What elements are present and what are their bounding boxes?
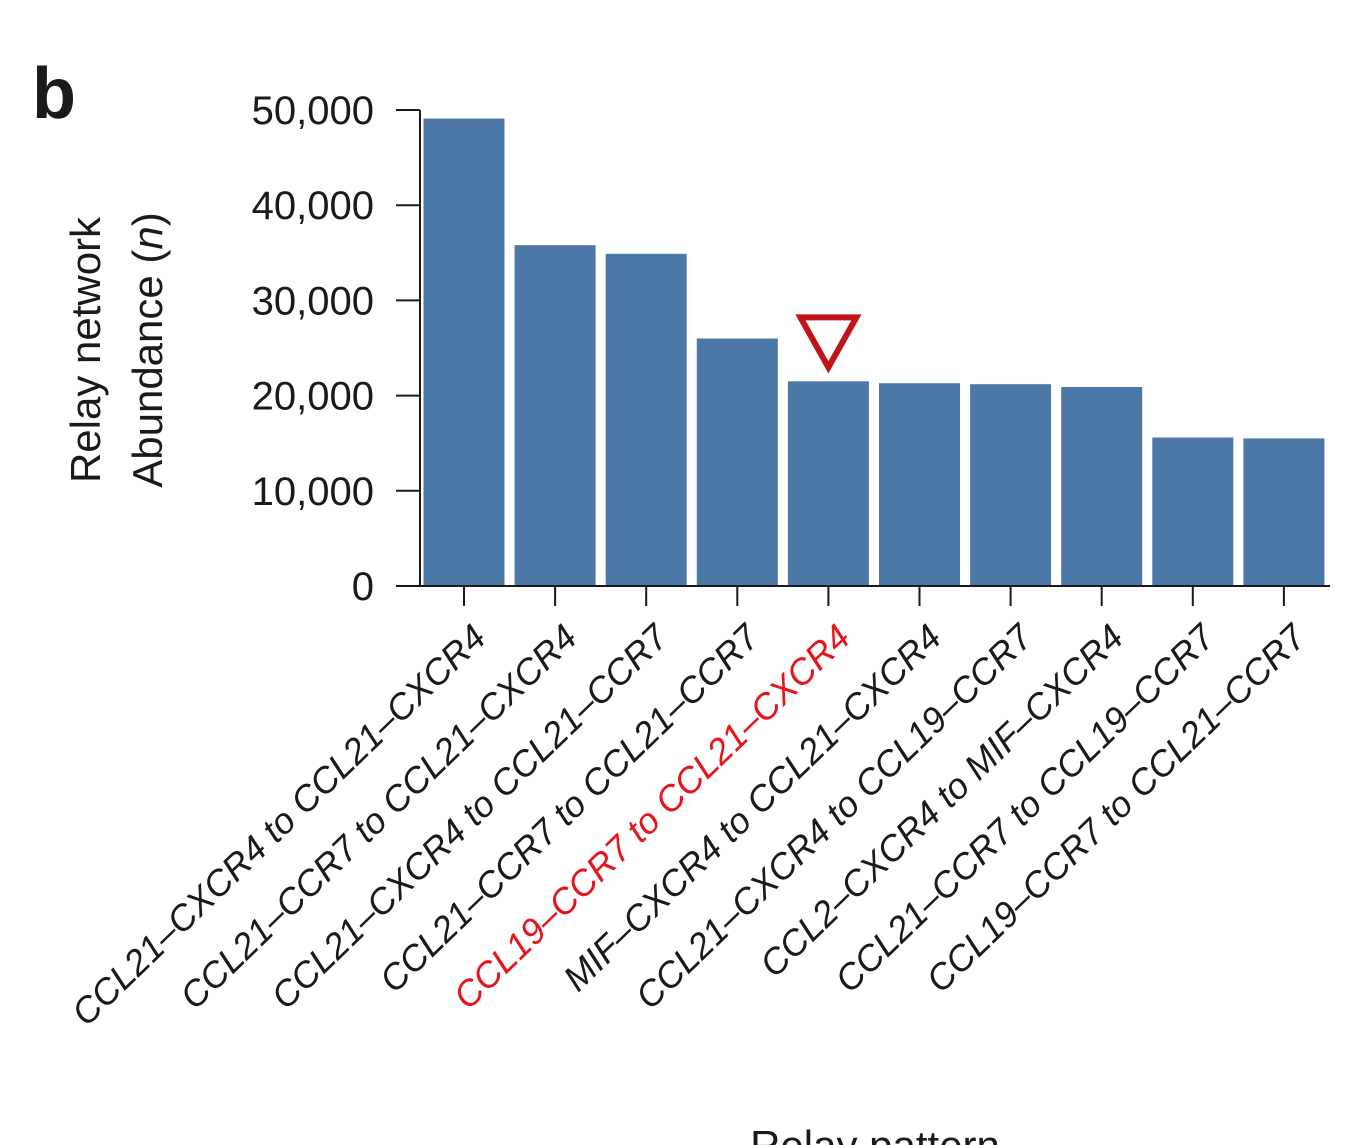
- y-axis-title-suffix: ): [124, 212, 171, 226]
- bar-7: [970, 384, 1052, 586]
- y-axis-title-variable: n: [124, 226, 171, 249]
- y-axis-title-prefix: Abundance (: [124, 250, 171, 488]
- y-tick-label-1: 10,000: [252, 470, 374, 514]
- y-axis: 0 10,000 20,000 30,000 40,000 50,000: [252, 89, 421, 609]
- y-tick-label-4: 40,000: [252, 184, 374, 228]
- y-tick-label-2: 20,000: [252, 375, 374, 419]
- bar-3: [605, 253, 687, 587]
- y-tick-label-3: 30,000: [252, 279, 374, 323]
- markers: [795, 314, 862, 374]
- bar-9: [1152, 437, 1234, 586]
- bar-10: [1243, 438, 1325, 586]
- bar-1: [423, 118, 505, 586]
- x-axis-title: Relay pattern: [750, 1122, 1000, 1145]
- y-axis-title: Relay network Abundance (n): [62, 212, 171, 488]
- bar-5: [787, 381, 869, 586]
- bar-6: [879, 383, 960, 586]
- bars: [423, 118, 1325, 587]
- highlight-triangle-icon: [795, 314, 862, 374]
- bar-2: [514, 245, 596, 586]
- y-axis-title-line1: Relay network: [62, 216, 109, 483]
- y-tick-label-0: 0: [352, 565, 374, 609]
- bar-4: [696, 338, 778, 586]
- y-axis-title-line2: Abundance (n): [124, 212, 171, 488]
- panel-label: b: [32, 54, 76, 134]
- y-tick-label-5: 50,000: [252, 89, 374, 133]
- bar-8: [1061, 387, 1143, 586]
